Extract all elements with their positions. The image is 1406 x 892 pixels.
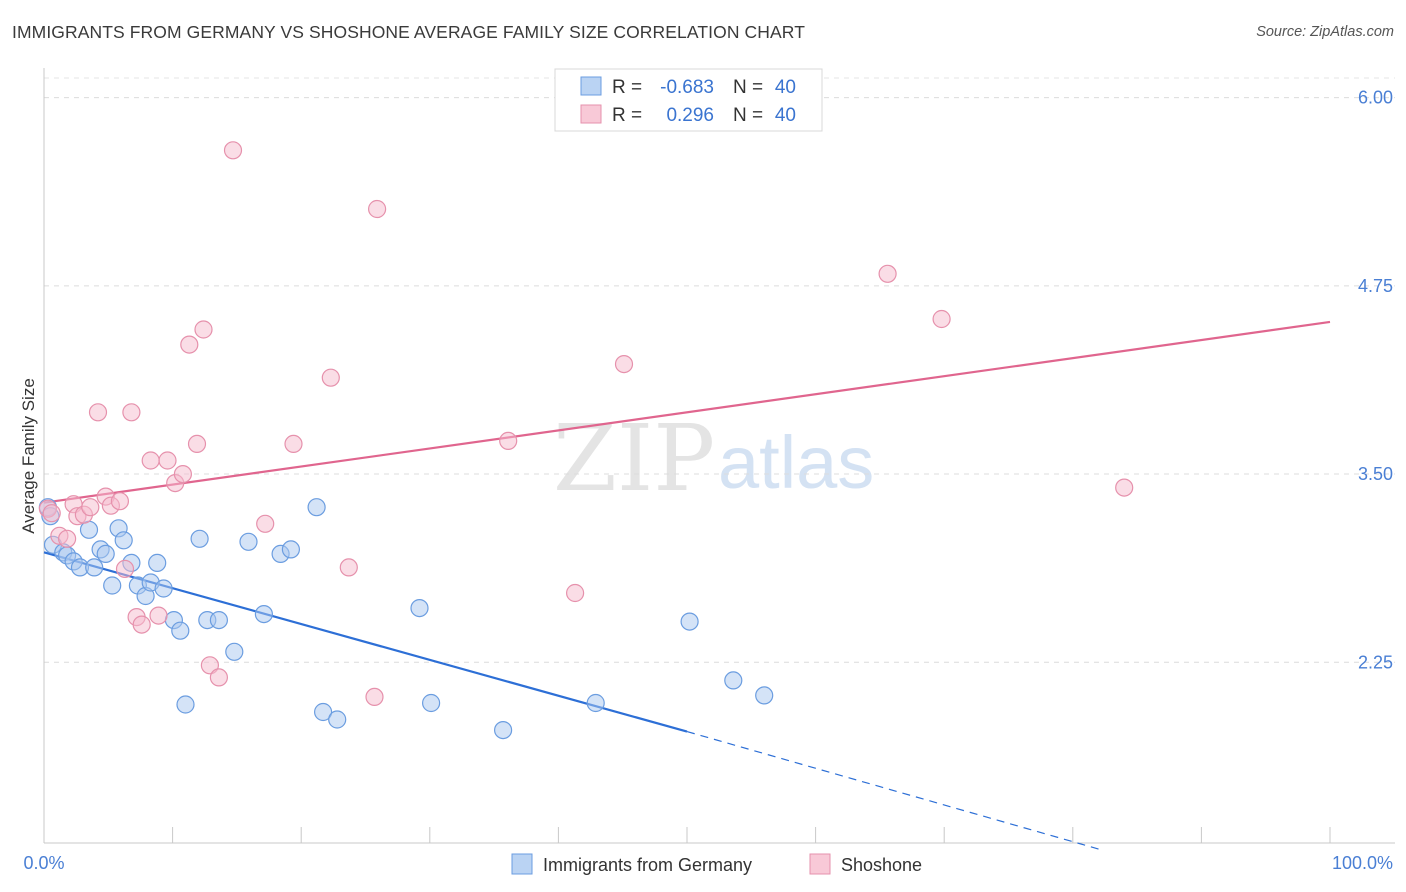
germany-point [410,598,429,618]
germany-point [176,695,195,714]
stats-n-label: N = [733,77,763,98]
shoshone-point [173,465,192,484]
series-legend-label: Immigrants from Germany [543,855,752,875]
shoshone-point [149,606,168,625]
shoshone-point [57,529,77,548]
y-axis-label: Average Family Size [19,378,38,534]
germany-point [328,710,347,729]
shoshone-point [565,583,585,603]
shoshone-point [187,434,207,453]
series-legend-swatch [511,853,533,875]
series-legend-label: Shoshone [841,855,922,875]
x-tick-label-start: 0.0% [23,853,64,873]
stats-legend-swatch [580,76,602,96]
trend-lines [43,320,1331,850]
germany-point [254,604,273,624]
germany-point [680,612,699,631]
shoshone-point [122,403,141,422]
shoshone-point [365,687,384,707]
axes [43,68,1395,844]
germany-point [422,693,441,713]
germany-point [171,621,190,640]
shoshone-point [368,199,387,219]
shoshone-point [284,434,303,453]
y-tick-labels: 2.25 3.50 4.75 6.00 [1358,88,1393,673]
stats-n-value: 40 [775,77,796,98]
watermark: ZIP atlas [553,405,874,512]
source-credit: Source: ZipAtlas.com [1256,24,1394,40]
stats-n-value: 40 [775,105,796,126]
germany-point [103,576,122,595]
watermark-zip: ZIP [553,405,715,512]
shoshone-point [141,451,160,470]
series-legend: Immigrants from Germany Shoshone [511,853,922,875]
germany-point [281,540,300,559]
shoshone-trend-line [43,320,1331,504]
shoshone-point [256,514,275,533]
germany-point [239,532,258,551]
watermark-atlas: atlas [718,421,874,504]
shoshone-point [110,492,130,511]
germany-point [96,544,115,564]
germany-point [724,671,743,690]
shoshone-point [499,431,518,450]
stats-n-label: N = [733,105,763,126]
germany-point [154,579,173,598]
shoshone-point [200,656,219,675]
shoshone-point [1115,478,1134,497]
germany-point [494,720,513,740]
series-legend-swatch [809,853,831,875]
x-tick-labels: 0.0% 100.0% [23,853,1393,873]
x-tick-label-end: 100.0% [1332,853,1393,873]
shoshone-point [878,264,897,283]
shoshone-point [158,451,177,470]
germany-point [225,642,244,661]
y-tick-label: 4.75 [1358,276,1393,296]
gridlines [44,77,1395,663]
stats-r-label: R = [612,105,642,126]
shoshone-point [115,559,135,579]
y-tick-label: 3.50 [1358,464,1393,484]
shoshone-point [132,615,151,634]
shoshone-point [81,498,100,517]
stats-r-value: 0.296 [666,105,714,126]
shoshone-point [223,141,243,160]
shoshone-point [614,355,634,374]
germany-point [114,531,133,550]
stats-legend: R = -0.683 N = 40 R = 0.296 N = 40 [554,68,823,132]
germany-point [314,702,333,722]
stats-r-value: -0.683 [660,77,714,98]
germany-point [586,693,605,713]
germany-point [85,558,104,577]
shoshone-point [88,403,108,422]
shoshone-point [180,335,199,354]
shoshone-point [194,320,213,339]
germany-point [209,610,228,630]
shoshone-point [42,504,61,523]
germany-point [79,520,99,539]
data-points [38,141,1134,740]
germany-point [148,553,167,573]
germany-point [755,686,774,705]
shoshone-point [321,368,340,387]
y-tick-label: 2.25 [1358,652,1393,672]
stats-legend-swatch [580,104,602,124]
y-tick-label: 6.00 [1358,88,1393,108]
germany-trend-extension [686,730,1099,850]
shoshone-point [209,668,228,687]
germany-point [307,498,326,517]
stats-r-label: R = [612,77,642,98]
shoshone-point [932,309,951,329]
chart-title: IMMIGRANTS FROM GERMANY VS SHOSHONE AVER… [12,22,805,42]
shoshone-point [339,558,358,577]
germany-point [190,529,209,548]
